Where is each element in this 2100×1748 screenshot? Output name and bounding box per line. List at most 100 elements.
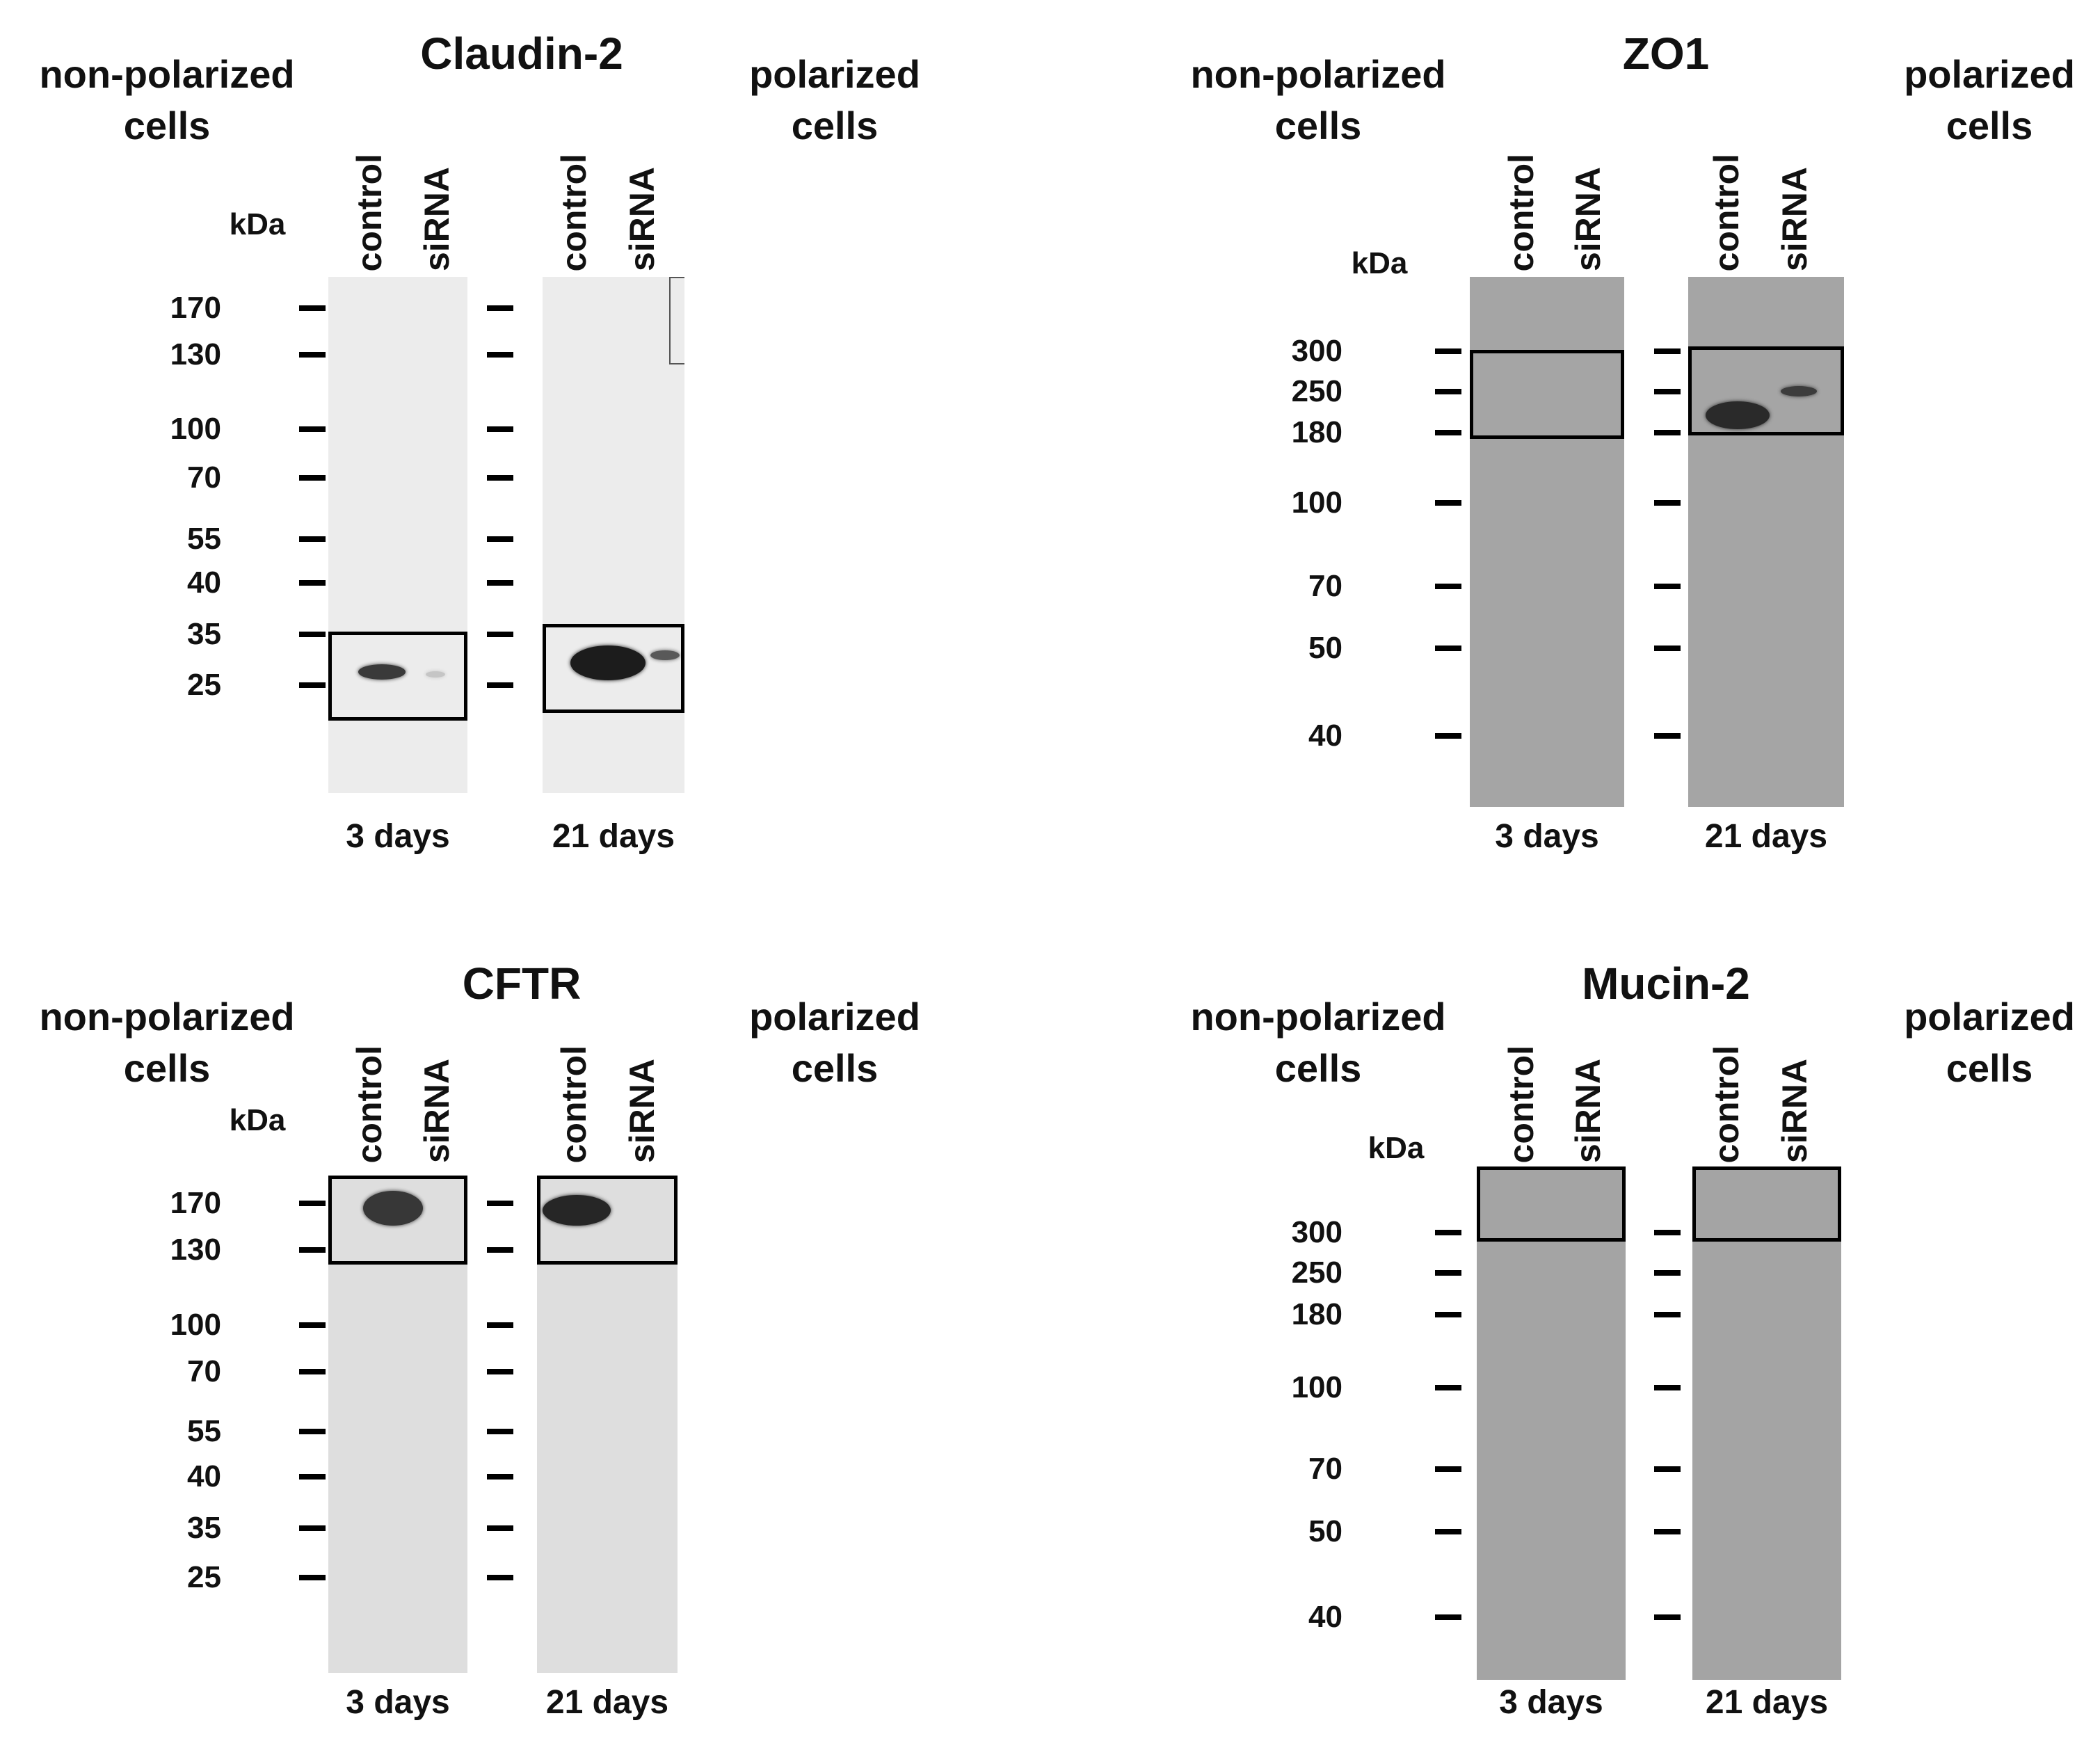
marker-label: 180 (1291, 415, 1342, 449)
right-condition-label: polarized cells (1904, 49, 2075, 152)
marker-tick-middle (487, 1525, 513, 1531)
marker-label: 50 (1308, 631, 1342, 665)
right-condition-line: polarized (1904, 52, 2075, 96)
lane-label-sirna: siRNA (1775, 1058, 1814, 1163)
marker-tick-middle (1654, 1529, 1681, 1534)
marker-tick-middle (1654, 389, 1681, 394)
marker-tick-left (299, 1429, 326, 1434)
protein-band (650, 650, 680, 660)
marker-label: 250 (1291, 374, 1342, 408)
marker-tick-left (1435, 646, 1461, 651)
marker-tick-middle (1654, 1270, 1681, 1276)
marker-label: 40 (187, 566, 221, 600)
protein-band (358, 664, 406, 680)
panel-title: CFTR (462, 959, 582, 1009)
blot-membrane (328, 277, 467, 793)
right-condition-line: polarized (749, 995, 920, 1039)
blot-membrane (537, 1176, 678, 1673)
marker-label: 35 (187, 1511, 221, 1545)
marker-tick-left (299, 536, 326, 542)
left-condition-line: cells (123, 104, 211, 147)
right-condition-line: polarized (1904, 995, 2075, 1039)
blot-membrane (1470, 277, 1624, 807)
timepoint-label: 3 days (1499, 1684, 1603, 1721)
marker-label: 35 (187, 617, 221, 651)
marker-label: 250 (1291, 1256, 1342, 1290)
marker-label: 170 (170, 1186, 221, 1220)
left-condition-line: cells (1274, 1046, 1362, 1090)
lane-label-control: control (554, 1045, 593, 1163)
marker-tick-middle (487, 1247, 513, 1253)
lane-label-sirna: siRNA (623, 166, 662, 271)
right-condition-line: polarized (749, 52, 920, 96)
left-condition-line: cells (123, 1046, 211, 1090)
lane-label-control: control (1502, 153, 1541, 271)
marker-tick-left (299, 682, 326, 688)
marker-tick-left (299, 632, 326, 637)
left-condition-line: cells (1274, 104, 1362, 147)
kda-label: kDa (1368, 1131, 1425, 1165)
protein-band (1706, 401, 1770, 429)
marker-tick-middle (1654, 430, 1681, 435)
region-box (543, 624, 684, 713)
protein-band (1781, 386, 1817, 396)
timepoint-label: 3 days (1495, 818, 1599, 855)
marker-tick-middle (487, 1201, 513, 1206)
lane-label-control: control (1707, 153, 1746, 271)
marker-tick-middle (487, 580, 513, 586)
marker-tick-left (299, 1575, 326, 1580)
marker-tick-middle (487, 1474, 513, 1480)
timepoint-label: 21 days (552, 818, 675, 855)
left-condition-label: non-polarized cells (1190, 991, 1445, 1094)
marker-tick-middle (487, 352, 513, 358)
marker-label: 130 (170, 1233, 221, 1267)
right-condition-label: polarized cells (749, 991, 920, 1094)
protein-band (543, 1195, 611, 1226)
marker-tick-left (299, 1369, 326, 1374)
region-box (1477, 1166, 1626, 1242)
marker-label: 170 (170, 291, 221, 325)
protein-band (570, 646, 646, 680)
lane-label-control: control (350, 153, 389, 271)
marker-label: 55 (187, 1414, 221, 1448)
marker-tick-middle (487, 1575, 513, 1580)
lane-label-control: control (554, 153, 593, 271)
blot-membrane (1692, 1166, 1841, 1680)
marker-tick-middle (1654, 1230, 1681, 1235)
right-condition-line: cells (1946, 1046, 2033, 1090)
kda-label: kDa (229, 207, 286, 241)
right-condition-line: cells (791, 104, 879, 147)
marker-tick-left (1435, 348, 1461, 354)
marker-label: 70 (1308, 569, 1342, 603)
marker-label: 50 (1308, 1514, 1342, 1548)
timepoint-label: 21 days (1704, 818, 1828, 855)
marker-label: 55 (187, 522, 221, 556)
marker-tick-left (299, 1201, 326, 1206)
right-condition-line: cells (1946, 104, 2033, 147)
marker-tick-middle (487, 1429, 513, 1434)
kda-label: kDa (229, 1103, 286, 1137)
marker-tick-left (299, 1474, 326, 1480)
marker-tick-middle (1654, 1312, 1681, 1317)
region-box (1688, 346, 1844, 435)
marker-tick-left (299, 1247, 326, 1253)
marker-label: 70 (187, 1354, 221, 1388)
lane-label-control: control (1707, 1045, 1746, 1163)
marker-label: 100 (170, 412, 221, 446)
left-condition-label: non-polarized cells (1190, 49, 1445, 152)
blot-membrane (328, 1176, 467, 1673)
timepoint-label: 21 days (545, 1684, 669, 1721)
marker-tick-middle (487, 475, 513, 481)
marker-label: 70 (187, 460, 221, 495)
marker-label: 40 (1308, 719, 1342, 753)
region-box (1692, 1166, 1841, 1242)
lane-label-sirna: siRNA (623, 1058, 662, 1163)
marker-tick-left (299, 580, 326, 586)
marker-tick-left (1435, 1385, 1461, 1390)
lane-label-control: control (1502, 1045, 1541, 1163)
left-condition-line: non-polarized (39, 995, 295, 1039)
marker-label: 40 (187, 1459, 221, 1493)
blot-membrane (1477, 1166, 1626, 1680)
timepoint-label: 3 days (346, 818, 450, 855)
